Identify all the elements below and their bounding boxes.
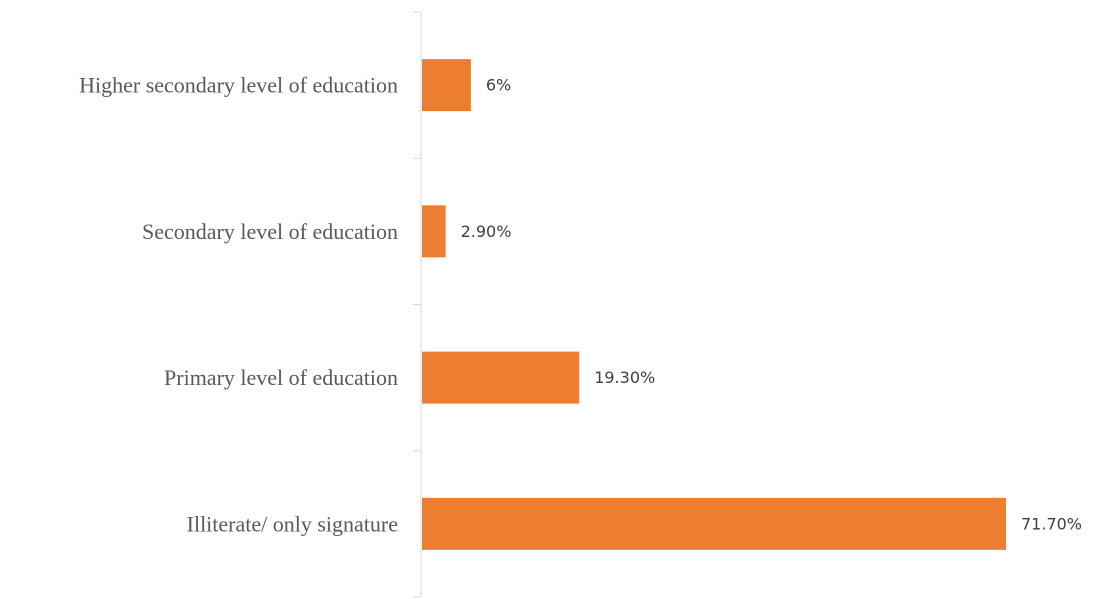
category-axis-ticks [413,11,421,598]
bar-2 [422,351,580,404]
bar-0 [422,59,471,112]
data-label: 2.90% [461,222,512,241]
category-label: Higher secondary level of education [79,73,398,98]
data-label: 6% [486,76,511,95]
bar-3 [422,497,1006,550]
bars-group [422,59,1006,550]
category-label: Illiterate/ only signature [187,511,398,536]
data-label: 19.30% [594,368,655,387]
category-labels-group: Higher secondary level of education Secon… [79,73,398,537]
category-label: Secondary level of education [142,219,398,244]
data-labels-group: 6% 2.90% 19.30% 71.70% [461,76,1082,534]
data-label: 71.70% [1021,514,1082,533]
bar-1 [422,205,446,258]
category-label: Primary level of education [164,365,398,390]
